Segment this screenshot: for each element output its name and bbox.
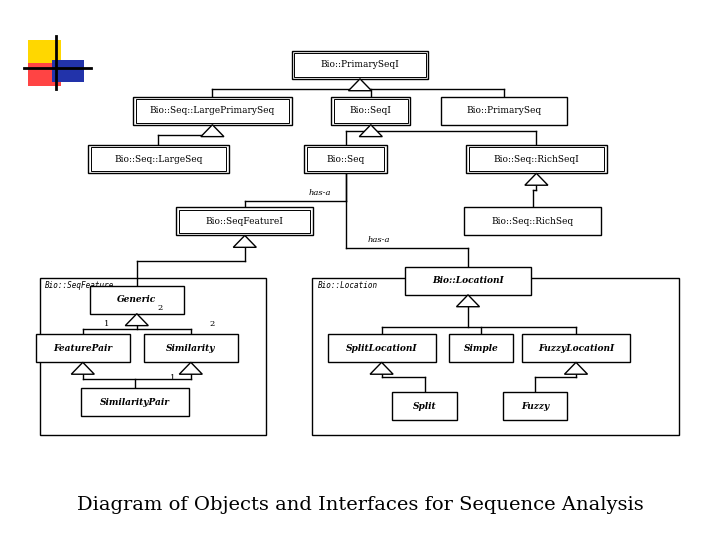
Text: Bio::Seq::LargePrimarySeq: Bio::Seq::LargePrimarySeq [150, 106, 275, 115]
FancyBboxPatch shape [89, 145, 229, 173]
Text: 2: 2 [210, 320, 215, 328]
Polygon shape [370, 362, 393, 374]
Polygon shape [233, 235, 256, 247]
Text: Split: Split [413, 402, 436, 410]
Polygon shape [348, 79, 372, 91]
Text: Fuzzy: Fuzzy [521, 402, 549, 410]
Text: Bio::Seq::RichSeqI: Bio::Seq::RichSeqI [493, 155, 580, 164]
FancyBboxPatch shape [405, 267, 531, 295]
Polygon shape [71, 362, 94, 374]
FancyBboxPatch shape [90, 286, 184, 314]
Text: 2: 2 [157, 304, 163, 312]
Text: SimilarityPair: SimilarityPair [99, 398, 170, 407]
Text: has-a: has-a [309, 188, 331, 197]
FancyBboxPatch shape [28, 63, 61, 86]
Text: Bio::LocationI: Bio::LocationI [432, 276, 504, 285]
Polygon shape [125, 314, 148, 326]
Text: Simple: Simple [464, 344, 498, 353]
FancyBboxPatch shape [312, 278, 679, 435]
FancyBboxPatch shape [331, 97, 410, 125]
FancyBboxPatch shape [133, 97, 292, 125]
FancyBboxPatch shape [36, 334, 130, 362]
FancyBboxPatch shape [441, 97, 567, 125]
FancyBboxPatch shape [52, 59, 84, 82]
Text: SplitLocationI: SplitLocationI [346, 344, 418, 353]
Text: Bio::SeqFeature: Bio::SeqFeature [45, 281, 114, 291]
Text: Bio::PrimarySeq: Bio::PrimarySeq [467, 106, 541, 115]
Text: has-a: has-a [367, 236, 390, 244]
FancyBboxPatch shape [522, 334, 630, 362]
FancyBboxPatch shape [81, 388, 189, 416]
FancyBboxPatch shape [292, 51, 428, 79]
Polygon shape [179, 362, 202, 374]
FancyBboxPatch shape [464, 207, 601, 235]
Polygon shape [456, 295, 480, 307]
Polygon shape [201, 125, 224, 137]
Polygon shape [359, 125, 382, 137]
Text: Diagram of Objects and Interfaces for Sequence Analysis: Diagram of Objects and Interfaces for Se… [76, 496, 644, 514]
FancyBboxPatch shape [328, 334, 436, 362]
FancyBboxPatch shape [467, 145, 606, 173]
Text: Similarity: Similarity [166, 344, 215, 353]
FancyBboxPatch shape [28, 40, 61, 63]
FancyBboxPatch shape [503, 392, 567, 420]
Text: Generic: Generic [117, 295, 156, 304]
FancyBboxPatch shape [449, 334, 513, 362]
Text: FeaturePair: FeaturePair [53, 344, 112, 353]
Text: FuzzyLocationI: FuzzyLocationI [538, 344, 614, 353]
FancyBboxPatch shape [304, 145, 387, 173]
Text: Bio::SeqI: Bio::SeqI [350, 106, 392, 115]
Polygon shape [525, 173, 548, 185]
Text: Bio::SeqFeatureI: Bio::SeqFeatureI [206, 217, 284, 226]
Polygon shape [564, 362, 588, 374]
Text: 1: 1 [170, 374, 176, 382]
Text: Bio::PrimarySeqI: Bio::PrimarySeqI [320, 60, 400, 69]
Text: Bio::Seq::LargeSeq: Bio::Seq::LargeSeq [114, 155, 202, 164]
Text: Bio::Seq::RichSeq: Bio::Seq::RichSeq [492, 217, 574, 226]
Text: 1: 1 [104, 320, 109, 328]
FancyBboxPatch shape [144, 334, 238, 362]
FancyBboxPatch shape [176, 207, 313, 235]
Text: Bio::Seq: Bio::Seq [326, 155, 365, 164]
FancyBboxPatch shape [392, 392, 457, 420]
FancyBboxPatch shape [40, 278, 266, 435]
Text: Bio::Location: Bio::Location [318, 281, 378, 291]
